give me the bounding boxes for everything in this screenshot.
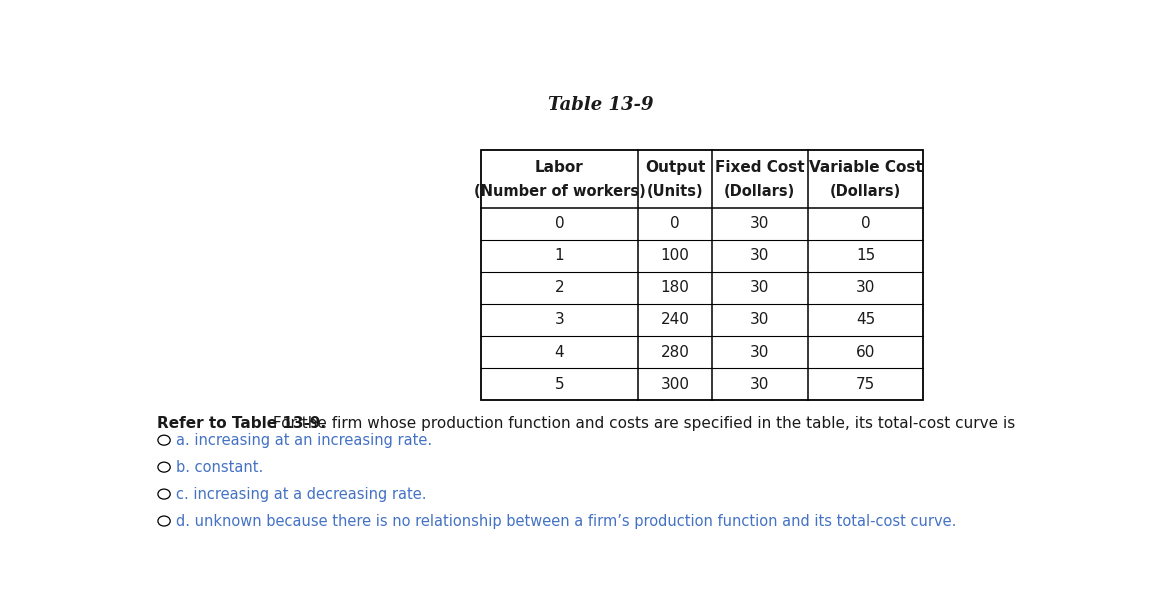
Text: 30: 30 bbox=[750, 344, 769, 359]
Text: 15: 15 bbox=[856, 248, 875, 263]
Text: 0: 0 bbox=[860, 216, 871, 231]
Text: Labor: Labor bbox=[536, 160, 584, 175]
Text: 0: 0 bbox=[554, 216, 564, 231]
Text: a. increasing at an increasing rate.: a. increasing at an increasing rate. bbox=[176, 433, 432, 448]
Bar bbox=[481, 150, 924, 400]
Text: (Dollars): (Dollars) bbox=[830, 184, 901, 199]
Text: For the firm whose production function and costs are specified in the table, its: For the firm whose production function a… bbox=[268, 415, 1015, 430]
Text: d. unknown because there is no relationship between a firm’s production function: d. unknown because there is no relations… bbox=[176, 513, 956, 528]
Text: c. increasing at a decreasing rate.: c. increasing at a decreasing rate. bbox=[176, 487, 427, 502]
Text: (Units): (Units) bbox=[647, 184, 703, 199]
Text: (Dollars): (Dollars) bbox=[724, 184, 796, 199]
Text: (Number of workers): (Number of workers) bbox=[473, 184, 646, 199]
Text: Fixed Cost: Fixed Cost bbox=[715, 160, 804, 175]
Text: 60: 60 bbox=[856, 344, 875, 359]
Text: Output: Output bbox=[645, 160, 706, 175]
Text: Variable Cost: Variable Cost bbox=[809, 160, 922, 175]
Text: 100: 100 bbox=[661, 248, 689, 263]
Text: 1: 1 bbox=[554, 248, 564, 263]
Text: 30: 30 bbox=[750, 248, 769, 263]
Text: Refer to Table 13-9.: Refer to Table 13-9. bbox=[157, 415, 326, 430]
Text: 30: 30 bbox=[750, 313, 769, 328]
Text: Table 13-9: Table 13-9 bbox=[547, 96, 654, 114]
Text: 30: 30 bbox=[856, 280, 875, 295]
Text: 180: 180 bbox=[661, 280, 689, 295]
Text: b. constant.: b. constant. bbox=[176, 460, 264, 475]
Text: 0: 0 bbox=[670, 216, 680, 231]
Text: 75: 75 bbox=[856, 377, 875, 392]
Text: 280: 280 bbox=[661, 344, 689, 359]
Text: 4: 4 bbox=[554, 344, 564, 359]
Text: 2: 2 bbox=[554, 280, 564, 295]
Text: 45: 45 bbox=[856, 313, 875, 328]
Text: 30: 30 bbox=[750, 377, 769, 392]
Text: 30: 30 bbox=[750, 216, 769, 231]
Text: 240: 240 bbox=[661, 313, 689, 328]
Text: 3: 3 bbox=[554, 313, 565, 328]
Text: 30: 30 bbox=[750, 280, 769, 295]
Text: 300: 300 bbox=[661, 377, 689, 392]
Text: 5: 5 bbox=[554, 377, 564, 392]
